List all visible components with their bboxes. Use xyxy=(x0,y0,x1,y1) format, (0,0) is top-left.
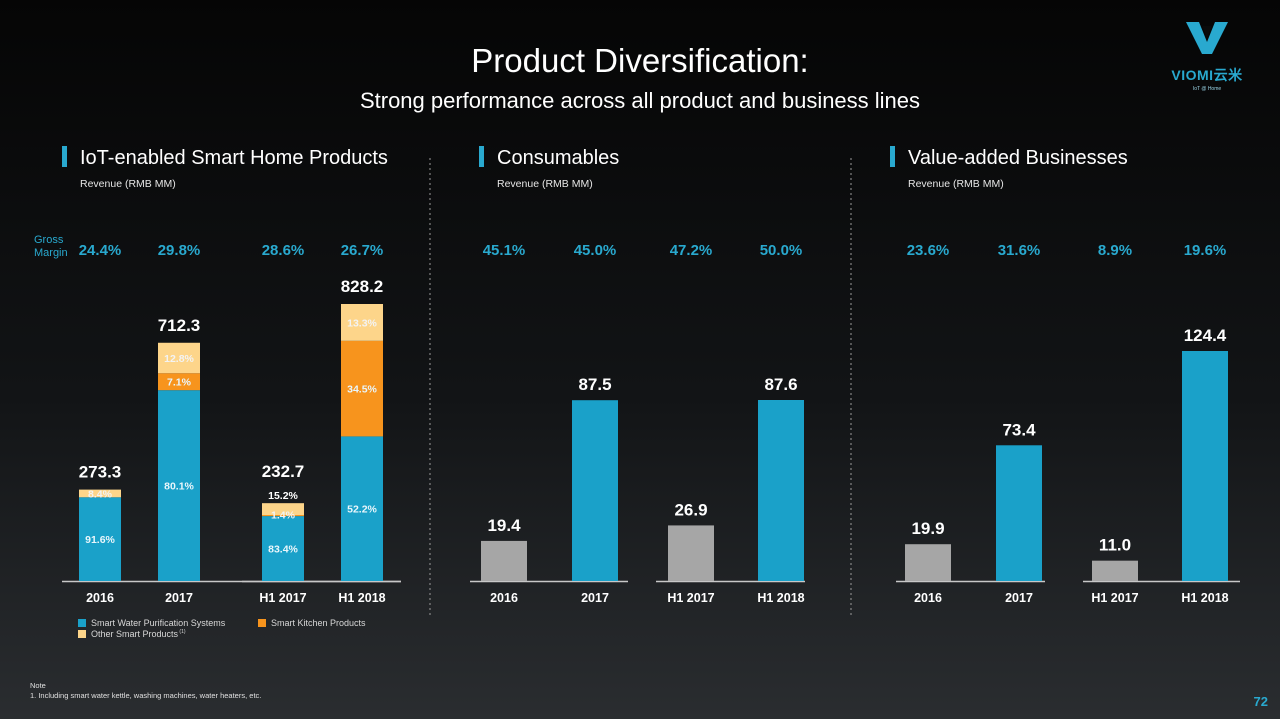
slide-title: Product Diversification: xyxy=(471,42,809,79)
viomi-logo: VIOMI云米 IoT @ Home xyxy=(1162,20,1252,92)
total-label: 232.7 xyxy=(262,462,305,481)
data-label: 11.0 xyxy=(1099,536,1131,555)
bar xyxy=(905,544,951,581)
bar xyxy=(668,525,714,581)
panel-title: Value-added Businesses xyxy=(908,147,1128,169)
legend-swatch xyxy=(78,630,86,638)
segment-label: 34.5% xyxy=(347,384,377,396)
bar xyxy=(1182,351,1228,581)
panel-accent-bar xyxy=(479,146,484,167)
footnote: Note 1. Including smart water kettle, wa… xyxy=(30,681,261,701)
x-tick-label: H1 2018 xyxy=(757,591,804,605)
bar-segment xyxy=(262,515,304,517)
gross-margin-value: 19.6% xyxy=(1184,242,1227,259)
segment-label: 12.8% xyxy=(164,353,194,365)
gross-margin-value: 26.7% xyxy=(341,242,384,259)
legend-swatch xyxy=(78,619,86,627)
segment-label: 52.2% xyxy=(347,504,377,516)
gross-margin-value: 31.6% xyxy=(998,242,1041,259)
logo-subtext: IoT @ Home xyxy=(1192,86,1222,92)
x-tick-label: H1 2017 xyxy=(667,591,714,605)
data-label: 73.4 xyxy=(1002,420,1036,439)
gross-margin-value: 45.0% xyxy=(574,242,617,259)
segment-label: 83.4% xyxy=(268,544,298,556)
page-number: 72 xyxy=(1253,694,1268,709)
gross-margin-value: 47.2% xyxy=(670,242,713,259)
legend-footnote-marker: (1) xyxy=(178,629,186,635)
legend-item: Other Smart Products (1) xyxy=(78,629,186,639)
bar xyxy=(572,400,618,581)
legend-item: Smart Water Purification Systems xyxy=(78,618,225,628)
x-tick-label: 2016 xyxy=(914,591,942,605)
legend-swatch xyxy=(258,619,266,627)
gross-margin-value: 23.6% xyxy=(907,242,950,259)
bar xyxy=(758,400,804,581)
panel-ylabel: Revenue (RMB MM) xyxy=(80,178,176,190)
gross-margin-value: 45.1% xyxy=(483,242,526,259)
panel-ylabel: Revenue (RMB MM) xyxy=(908,178,1004,190)
x-tick-label: 2017 xyxy=(165,591,193,605)
x-tick-label: H1 2018 xyxy=(1181,591,1228,605)
logo-name: VIOMI云米 xyxy=(1171,67,1243,83)
legend-label: Other Smart Products xyxy=(91,629,179,639)
segment-label: 80.1% xyxy=(164,481,194,493)
bar-segment xyxy=(262,503,304,516)
data-label: 87.6 xyxy=(764,375,797,394)
legend-item: Smart Kitchen Products xyxy=(258,618,366,628)
segment-label: 13.3% xyxy=(347,317,377,329)
panel-ylabel: Revenue (RMB MM) xyxy=(497,178,593,190)
bar-segment xyxy=(341,340,383,437)
viomi-v-icon xyxy=(1186,22,1228,54)
data-label: 124.4 xyxy=(1184,326,1227,345)
gross-margin-value: 50.0% xyxy=(760,242,803,259)
bar-segment xyxy=(341,304,383,341)
gross-margin-label: Margin xyxy=(34,247,68,259)
panel-accent-bar xyxy=(62,146,67,167)
x-tick-label: 2016 xyxy=(490,591,518,605)
data-label: 26.9 xyxy=(674,500,707,519)
segment-label: 1.4% xyxy=(271,510,296,522)
x-tick-label: 2016 xyxy=(86,591,114,605)
bar-segment xyxy=(158,373,200,391)
bar-segment xyxy=(158,390,200,581)
data-label: 19.9 xyxy=(911,519,944,538)
bar-segment xyxy=(158,342,200,374)
total-label: 273.3 xyxy=(79,463,122,482)
legend-label: Smart Water Purification Systems xyxy=(91,618,226,628)
bar xyxy=(996,445,1042,581)
segment-label: 91.6% xyxy=(85,534,115,546)
gross-margin-value: 28.6% xyxy=(262,242,305,259)
data-label: 87.5 xyxy=(578,375,611,394)
x-tick-label: 2017 xyxy=(581,591,609,605)
data-label: 19.4 xyxy=(487,516,521,535)
gross-margin-value: 8.9% xyxy=(1098,242,1132,259)
gross-margin-value: 24.4% xyxy=(79,242,122,259)
legend-label: Smart Kitchen Products xyxy=(271,618,366,628)
x-tick-label: H1 2017 xyxy=(259,591,306,605)
note-heading: Note xyxy=(30,681,46,690)
note-text: 1. Including smart water kettle, washing… xyxy=(30,691,262,700)
segment-label: 15.2% xyxy=(268,490,298,502)
gross-margin-label: Gross xyxy=(34,234,64,246)
slide-subtitle: Strong performance across all product an… xyxy=(359,88,921,113)
gross-margin-value: 29.8% xyxy=(158,242,201,259)
bar xyxy=(1092,560,1138,581)
panel-title: IoT-enabled Smart Home Products xyxy=(80,147,388,169)
panel-title: Consumables xyxy=(497,147,619,169)
bar-segment xyxy=(262,516,304,581)
total-label: 828.2 xyxy=(341,277,384,296)
segment-label: 7.1% xyxy=(167,377,192,389)
x-tick-label: H1 2017 xyxy=(1091,591,1138,605)
panel-accent-bar xyxy=(890,146,895,167)
bar-segment xyxy=(341,436,383,581)
segment-label: 8.4% xyxy=(88,488,113,500)
bar xyxy=(481,540,527,581)
x-tick-label: 2017 xyxy=(1005,591,1033,605)
x-tick-label: H1 2018 xyxy=(338,591,385,605)
total-label: 712.3 xyxy=(158,316,201,335)
bar-segment xyxy=(79,497,121,581)
bar-segment xyxy=(79,489,121,498)
